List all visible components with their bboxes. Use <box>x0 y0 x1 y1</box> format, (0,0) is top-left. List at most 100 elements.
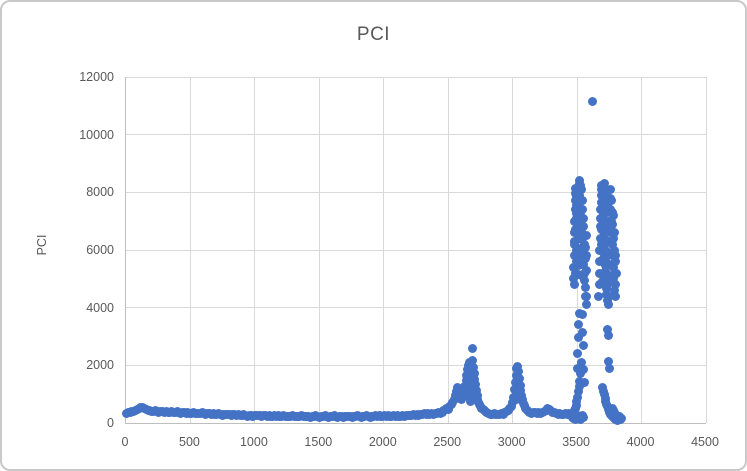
x-tick-label: 0 <box>121 435 129 449</box>
chart-title: PCI <box>356 24 391 45</box>
data-point <box>469 368 479 378</box>
data-point <box>598 215 608 225</box>
data-point <box>571 183 581 193</box>
data-point <box>603 291 613 301</box>
data-point <box>578 327 588 337</box>
data-point <box>610 228 620 238</box>
data-point <box>570 280 580 290</box>
x-tick-label: 500 <box>179 435 200 449</box>
data-point <box>513 366 523 376</box>
y-tick-label: 6000 <box>86 243 114 257</box>
x-gridline <box>705 77 707 423</box>
data-point <box>576 248 586 258</box>
y-tick-label: 4000 <box>86 300 114 315</box>
data-point <box>516 386 526 396</box>
data-point <box>577 196 587 206</box>
data-point <box>604 357 614 367</box>
data-point <box>578 340 588 350</box>
data-point <box>582 291 592 301</box>
y-gridline <box>126 307 706 309</box>
data-point <box>580 275 590 285</box>
data-point <box>471 380 481 390</box>
data-point <box>581 265 591 275</box>
data-point <box>512 395 522 405</box>
data-point <box>515 380 525 390</box>
data-point <box>609 274 619 284</box>
data-point <box>603 280 613 290</box>
x-tick-label: 2000 <box>368 435 397 449</box>
data-point <box>574 190 584 200</box>
data-point <box>609 285 619 295</box>
data-point <box>579 231 589 241</box>
data-point <box>579 413 589 423</box>
data-point <box>576 184 586 194</box>
data-point <box>598 209 608 219</box>
data-point <box>579 364 589 374</box>
data-point <box>571 257 581 267</box>
data-point <box>610 280 620 290</box>
data-point <box>597 225 607 235</box>
x-tick-label: 4000 <box>626 435 655 449</box>
y-gridline <box>126 76 706 78</box>
data-point <box>608 262 618 272</box>
data-point <box>606 196 616 206</box>
x-tick-label: 1000 <box>239 435 268 449</box>
y-tick-label: 2000 <box>86 358 114 373</box>
data-point <box>609 245 619 255</box>
data-point <box>588 97 598 106</box>
data-point <box>601 189 611 199</box>
data-point <box>600 183 610 193</box>
data-point <box>603 330 613 340</box>
data-point <box>617 414 627 424</box>
data-point <box>602 324 612 334</box>
data-point <box>581 300 591 310</box>
y-tick-label: 0 <box>107 416 114 430</box>
data-point <box>579 222 589 232</box>
data-point <box>570 236 580 246</box>
data-point <box>471 386 481 396</box>
y-gridline <box>126 191 706 193</box>
data-point <box>576 259 586 269</box>
data-point <box>599 232 609 242</box>
data-point <box>604 364 614 374</box>
data-point <box>514 373 524 383</box>
data-point <box>604 300 614 310</box>
data-point <box>576 369 586 379</box>
y-tick-label: 12000 <box>79 70 114 84</box>
y-tick-label: 10000 <box>79 127 114 142</box>
data-point <box>597 268 607 278</box>
data-point <box>609 210 619 220</box>
data-point <box>578 205 588 215</box>
data-point <box>576 357 586 367</box>
data-point <box>611 291 621 301</box>
data-point <box>599 254 609 264</box>
data-point <box>577 271 587 281</box>
data-point <box>608 219 618 229</box>
data-point <box>574 320 584 330</box>
data-point <box>606 184 616 194</box>
data-point <box>460 382 470 392</box>
data-point <box>611 268 621 278</box>
data-point <box>580 239 590 249</box>
data-point <box>570 268 580 278</box>
data-point <box>572 363 582 373</box>
y-tick-label: 8000 <box>86 185 114 200</box>
data-point <box>594 291 604 301</box>
data-point <box>571 225 581 235</box>
data-point <box>573 349 583 359</box>
data-point <box>574 382 584 392</box>
x-tick-label: 3500 <box>562 435 591 449</box>
data-point <box>579 377 589 387</box>
data-point <box>573 392 583 402</box>
x-tick-label: 1500 <box>304 435 333 449</box>
data-point <box>598 277 608 287</box>
data-point <box>571 213 581 223</box>
x-tick-label: 3000 <box>497 435 526 449</box>
data-point <box>470 374 480 384</box>
x-tick-label: 2500 <box>433 435 462 449</box>
data-point <box>610 257 620 267</box>
data-point <box>609 233 619 243</box>
data-point <box>467 356 477 366</box>
plot-area <box>122 76 707 425</box>
